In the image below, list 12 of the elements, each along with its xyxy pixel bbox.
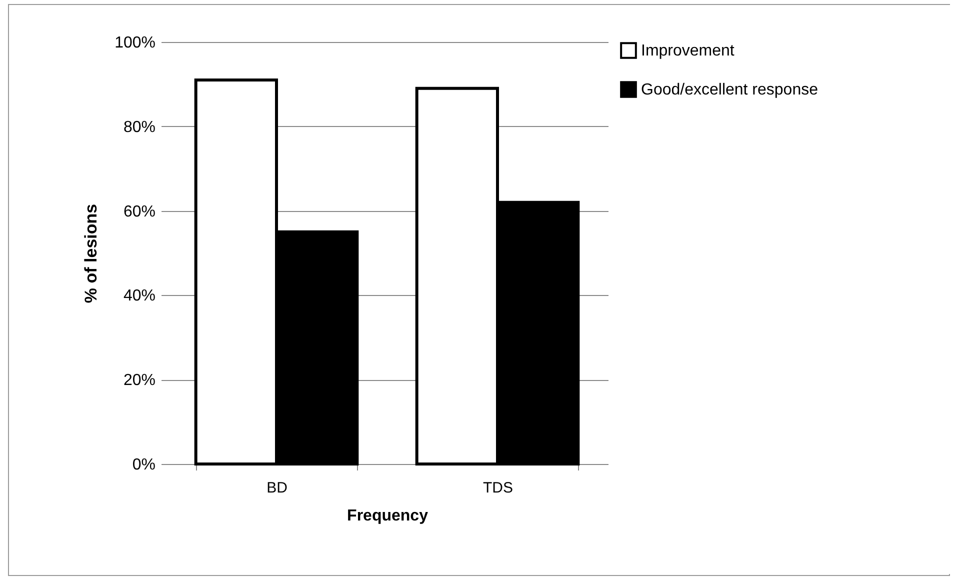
y-axis-title: % of lesions — [82, 204, 101, 304]
x-tick-label: TDS — [483, 480, 513, 496]
legend-label: Good/excellent response — [641, 82, 818, 98]
x-axis-title: Frequency — [347, 508, 428, 524]
legend-label: Improvement — [641, 42, 735, 60]
y-tick-label: 80% — [123, 118, 156, 136]
y-tick-label: 0% — [132, 456, 156, 474]
y-tick-label: 40% — [123, 288, 156, 305]
y-tick-label: 100% — [114, 34, 156, 52]
y-tick-label: 20% — [123, 372, 156, 390]
y-tick-label: 60% — [123, 203, 156, 220]
x-tick-label: BD — [266, 480, 288, 496]
